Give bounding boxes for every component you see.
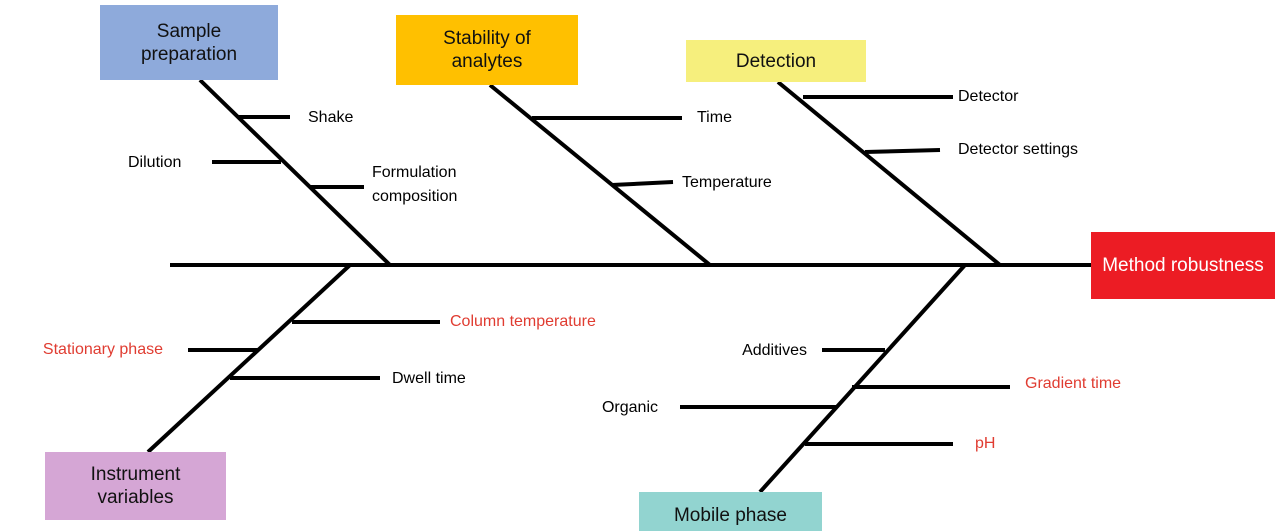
cause-label: pH xyxy=(975,435,996,452)
cause-label: Temperature xyxy=(682,174,772,191)
cause-label: Column temperature xyxy=(450,313,596,330)
cause-label: Detector settings xyxy=(958,141,1079,158)
cause-label: Dwell time xyxy=(392,370,466,387)
cause-label: Organic xyxy=(601,399,658,416)
category-label: Stability of analytes xyxy=(443,28,531,72)
sub-bone xyxy=(864,148,941,154)
category-box: Sample preparation xyxy=(100,5,278,80)
cause-label: Stationary phase xyxy=(42,341,163,358)
category-label: Sample preparation xyxy=(140,20,238,65)
cause-label: Gradient time xyxy=(1025,375,1122,392)
category-label: Instrument variables xyxy=(90,464,181,508)
sub-bone xyxy=(611,180,674,187)
category-box: Detection xyxy=(686,40,866,82)
category-box: Mobile phase xyxy=(639,492,822,531)
category-box: Instrument variables xyxy=(45,452,226,520)
cause-label: Detector xyxy=(958,88,1019,105)
bone xyxy=(758,263,967,494)
bone xyxy=(198,78,392,267)
cause-label: Dilution xyxy=(128,154,182,171)
category-label: Mobile phase xyxy=(673,505,788,526)
bone xyxy=(488,83,712,267)
effect-label: Method robustness xyxy=(1102,255,1264,276)
bone xyxy=(146,263,352,454)
cause-label: Formulation composition xyxy=(372,164,458,205)
cause-label: Time xyxy=(697,109,732,126)
category-label: Detection xyxy=(735,50,817,72)
effect-box: Method robustness xyxy=(1091,232,1275,299)
cause-label: Additives xyxy=(742,342,807,359)
cause-label: Shake xyxy=(308,109,354,126)
category-box: Stability of analytes xyxy=(396,15,578,85)
bone xyxy=(776,80,1002,267)
